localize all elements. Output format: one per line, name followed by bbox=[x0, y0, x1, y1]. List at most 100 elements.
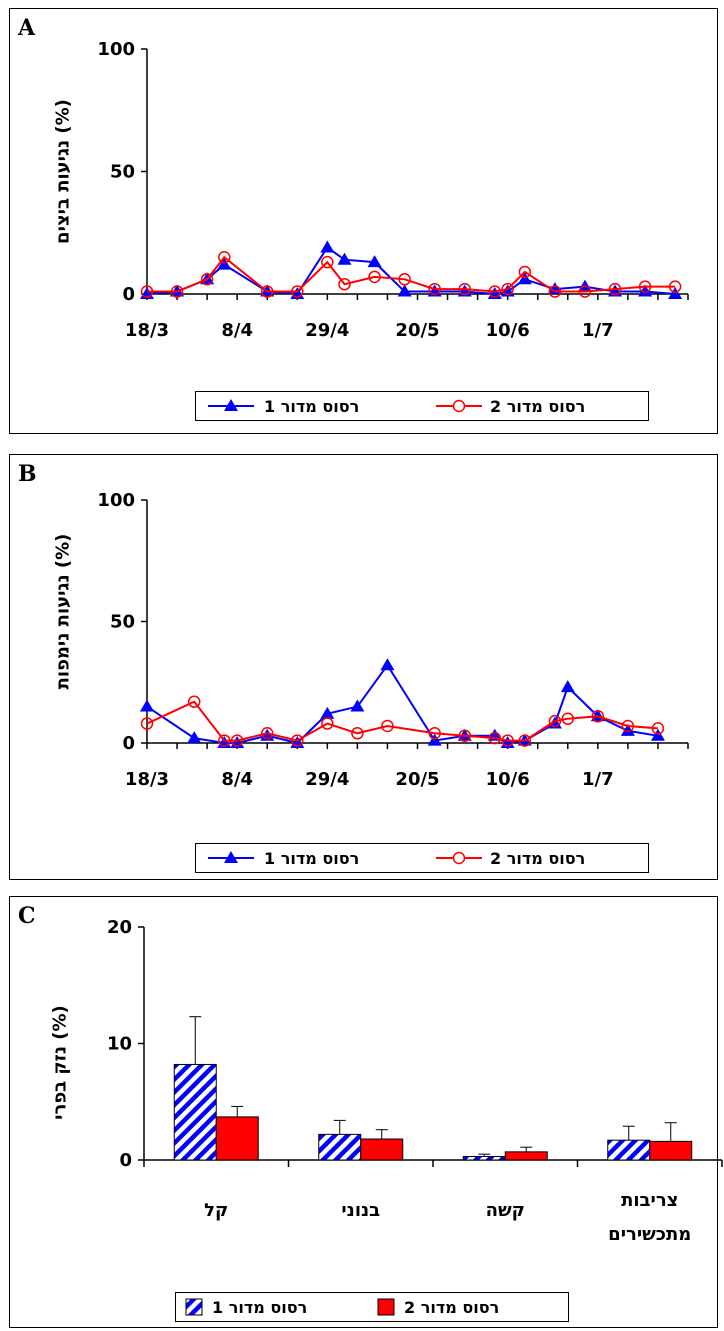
data-point-circle bbox=[260, 285, 274, 298]
x-category-label: צריבות bbox=[621, 1190, 678, 1211]
x-tick-label: 18/3 bbox=[125, 320, 169, 341]
y-tick-label: 50 bbox=[110, 162, 135, 183]
data-point-circle bbox=[501, 282, 514, 296]
panel-label: C bbox=[18, 903, 36, 929]
data-point-circle bbox=[428, 282, 441, 296]
bar bbox=[504, 1151, 548, 1161]
y-tick-label: 0 bbox=[122, 284, 135, 305]
data-point-triangle bbox=[320, 240, 335, 253]
data-point-triangle bbox=[187, 731, 202, 744]
triangle-marker-icon bbox=[208, 399, 254, 411]
x-tick-label: 18/3 bbox=[125, 769, 169, 790]
legend-label: רסוס מדור 2 bbox=[490, 848, 586, 868]
data-point-circle bbox=[488, 731, 502, 745]
x-tick-label: 8/4 bbox=[221, 769, 253, 790]
data-point-circle bbox=[291, 285, 304, 298]
data-point-circle bbox=[458, 282, 471, 296]
data-point-triangle bbox=[337, 252, 352, 265]
data-point-triangle bbox=[668, 287, 683, 299]
bar bbox=[462, 1156, 506, 1161]
circle-marker-icon bbox=[436, 851, 482, 865]
legend-label: רסוס מדור 1 bbox=[212, 1297, 308, 1317]
data-point-triangle bbox=[620, 723, 635, 736]
data-point-circle bbox=[218, 251, 231, 264]
data-point-circle bbox=[351, 727, 364, 740]
data-point-circle bbox=[321, 255, 334, 269]
series-line bbox=[146, 663, 659, 745]
data-point-triangle bbox=[350, 699, 365, 712]
data-point-circle bbox=[381, 719, 394, 733]
x-tick-label: 1/7 bbox=[582, 769, 614, 790]
data-point-triangle bbox=[140, 699, 154, 712]
legend-label: רסוס מדור 1 bbox=[264, 848, 360, 868]
bar bbox=[318, 1133, 362, 1161]
legend-item-series-2: רסוס מדור 2 bbox=[434, 844, 585, 872]
x-category-label: בנוני bbox=[341, 1200, 380, 1221]
data-point-triangle bbox=[638, 284, 653, 297]
legend-item-series-2: רסוס מדור 2 bbox=[434, 392, 585, 420]
data-point-circle bbox=[230, 734, 244, 747]
x-category-label: מתכשירים bbox=[608, 1224, 691, 1245]
legend-item-series-2: רסוס מדור 2 bbox=[376, 1293, 499, 1321]
data-point-circle bbox=[200, 273, 214, 286]
data-point-circle bbox=[140, 717, 154, 730]
y-tick-label: 100 bbox=[97, 39, 135, 60]
data-point-circle bbox=[518, 265, 532, 279]
legend-item-series-1: רסוס מדור 1 bbox=[184, 1293, 307, 1321]
bar bbox=[360, 1138, 404, 1161]
y-tick-label: 50 bbox=[110, 612, 135, 633]
panel-a: A נגיעות ביצים (%) 0 50 100 18/3 8/4 29/4 20/5… bbox=[9, 8, 718, 434]
legend: רסוס מדור 2 רסוס מדור 1 bbox=[175, 1292, 569, 1322]
series-line bbox=[146, 700, 659, 742]
data-point-triangle bbox=[560, 680, 575, 693]
panel-label: B bbox=[18, 461, 37, 487]
legend-label: רסוס מדור 2 bbox=[490, 396, 586, 416]
data-point-circle bbox=[398, 273, 411, 286]
data-point-circle bbox=[368, 270, 381, 284]
bar bbox=[649, 1140, 693, 1161]
data-point-circle bbox=[338, 277, 351, 291]
data-point-circle bbox=[170, 285, 184, 298]
x-tick-label: 20/5 bbox=[395, 769, 439, 790]
bar-chart-c: 0 10 20 קל בנוני קשה צריבות מתכשירים bbox=[107, 917, 723, 1245]
data-point-circle bbox=[608, 282, 622, 296]
y-tick-label: 0 bbox=[119, 1150, 132, 1171]
panel-b: B נגיעות נימפות (%) 0 50 100 18/3 8/4 29/4 20/… bbox=[9, 454, 718, 880]
data-point-circle bbox=[488, 285, 502, 298]
y-tick-label: 100 bbox=[97, 490, 135, 511]
data-point-circle bbox=[591, 710, 605, 723]
solid-swatch-icon bbox=[377, 1298, 395, 1316]
panel-c: C נזק בפרי (%) 0 10 20 קל בנוני קשה צריבות מתכש… bbox=[9, 896, 723, 1328]
hatch-swatch-icon bbox=[185, 1298, 203, 1316]
data-point-circle bbox=[548, 285, 562, 298]
panel-label: A bbox=[18, 15, 36, 41]
x-tick-label: 10/6 bbox=[486, 320, 530, 341]
data-point-triangle bbox=[650, 728, 665, 741]
data-point-triangle bbox=[217, 257, 232, 270]
x-tick-label: 29/4 bbox=[305, 769, 349, 790]
data-point-triangle bbox=[380, 658, 395, 671]
data-point-circle bbox=[428, 727, 441, 740]
legend-item-series-1: רסוס מדור 1 bbox=[206, 392, 359, 420]
data-point-circle bbox=[561, 712, 575, 725]
legend-label: רסוס מדור 2 bbox=[404, 1297, 500, 1317]
series-line bbox=[146, 246, 676, 296]
x-tick-label: 8/4 bbox=[221, 320, 253, 341]
data-point-circle bbox=[218, 734, 231, 747]
data-point-circle bbox=[621, 719, 635, 733]
data-point-triangle bbox=[397, 284, 412, 297]
data-point-circle bbox=[668, 280, 682, 293]
data-point-circle bbox=[638, 280, 652, 293]
legend-label: רסוס מדור 1 bbox=[264, 396, 360, 416]
x-tick-label: 29/4 bbox=[305, 320, 349, 341]
data-point-circle bbox=[501, 734, 514, 747]
data-point-circle bbox=[140, 285, 154, 298]
circle-marker-icon bbox=[436, 399, 482, 413]
data-point-triangle bbox=[517, 272, 532, 285]
y-tick-label: 10 bbox=[107, 1034, 132, 1055]
legend: רסוס מדור 2 רסוס מדור 1 bbox=[195, 843, 649, 873]
data-point-circle bbox=[548, 714, 562, 728]
data-point-circle bbox=[260, 727, 274, 740]
x-tick-label: 1/7 bbox=[582, 320, 614, 341]
data-point-triangle bbox=[320, 706, 335, 719]
